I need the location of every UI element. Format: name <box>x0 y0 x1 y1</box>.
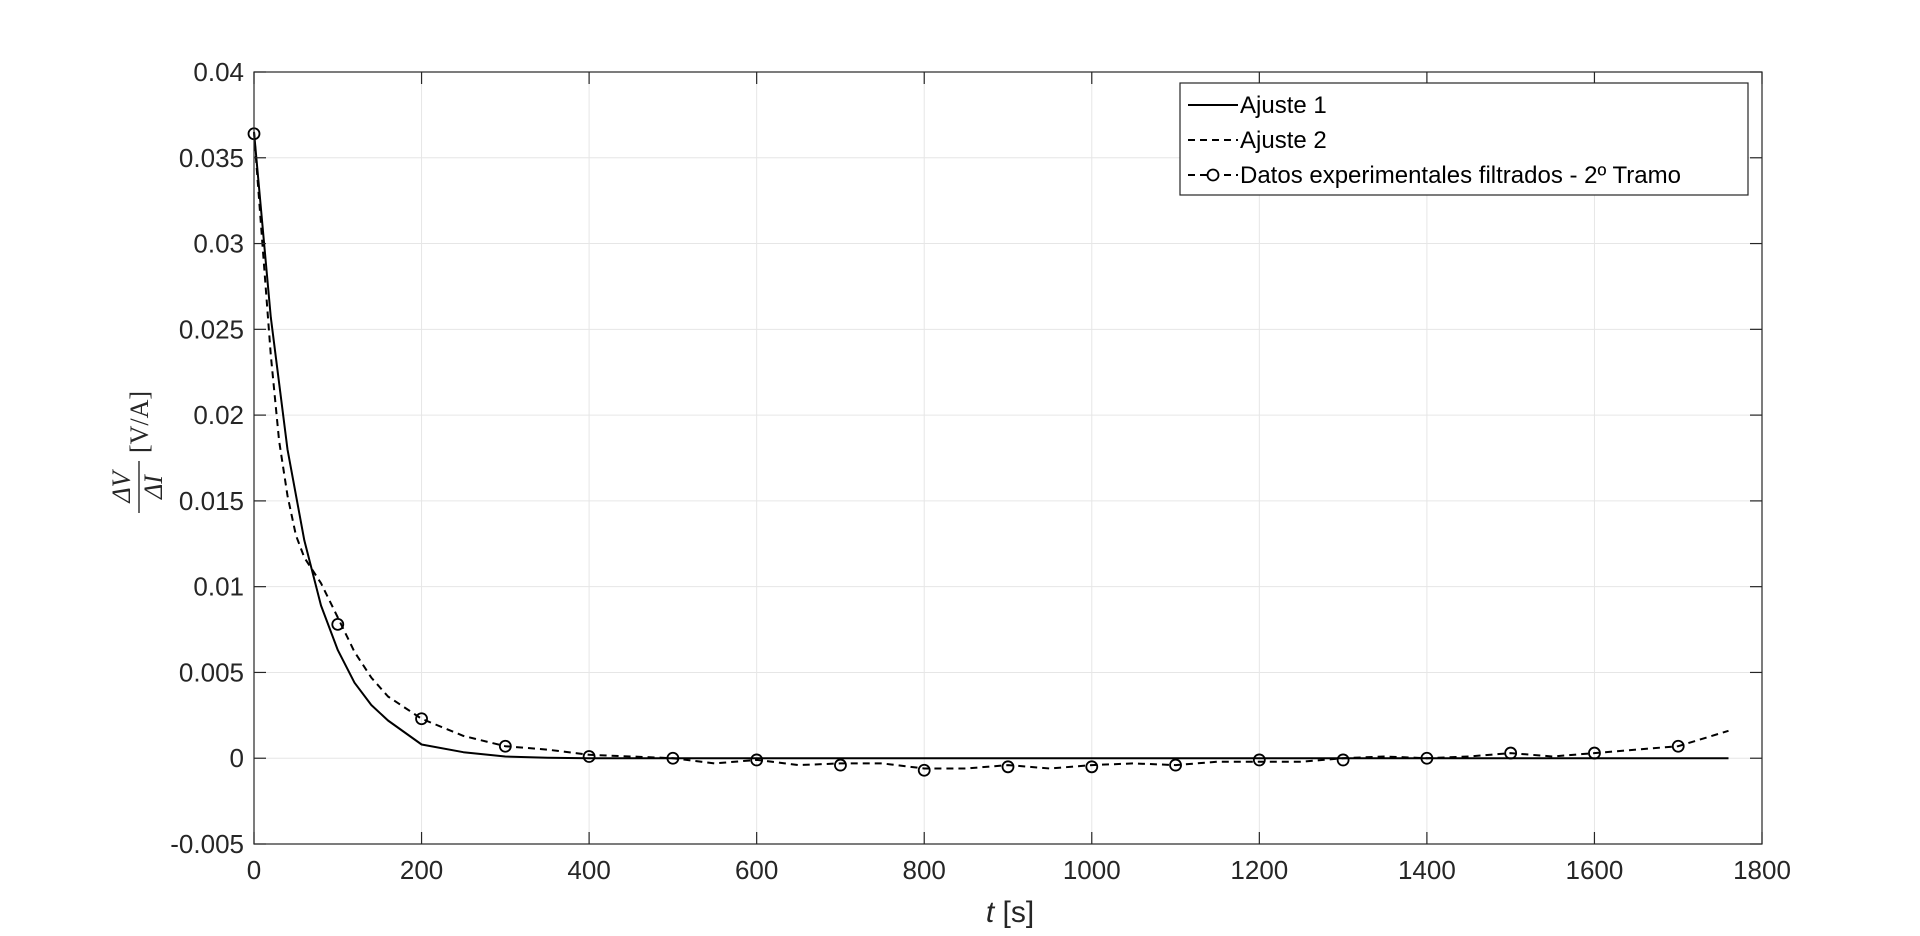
y-tick-label: 0.04 <box>193 57 244 87</box>
y-tick-label: 0.03 <box>193 229 244 259</box>
legend-entry-datos-experimentales: Datos experimentales filtrados - 2º Tram… <box>1188 162 1681 189</box>
data-point-marker <box>1085 760 1099 774</box>
y-tick-label: 0.025 <box>179 314 244 344</box>
axes-box <box>253 71 1763 845</box>
y-axis-label-unit: [V/A] <box>125 391 154 453</box>
legend-circle-marker <box>1206 168 1220 182</box>
y-tick-label: 0.01 <box>193 572 244 602</box>
y-axis-label-numerator: ΔV <box>107 468 136 503</box>
x-tick-label: 200 <box>400 855 443 885</box>
data-point-marker <box>1504 746 1518 760</box>
legend-box <box>1179 82 1749 196</box>
data-point-marker <box>1671 739 1685 753</box>
y-tick-label: -0.005 <box>170 829 244 859</box>
x-tick-label: 800 <box>903 855 946 885</box>
x-tick-label: 1400 <box>1398 855 1456 885</box>
x-tick-label: 600 <box>735 855 778 885</box>
legend-label-ajuste-2: Ajuste 2 <box>1240 127 1327 154</box>
legend-entry-ajuste-1: Ajuste 1 <box>1188 92 1327 119</box>
x-tick-label: 1600 <box>1566 855 1624 885</box>
data-point-marker <box>1252 753 1266 767</box>
x-tick-labels: 0 200 400 600 800 1000 1200 1400 1600 1800 <box>247 855 1791 885</box>
data-point-marker <box>1001 760 1015 774</box>
plot-area <box>254 72 1762 844</box>
legend-entry-ajuste-2: Ajuste 2 <box>1188 127 1327 154</box>
data-point-marker <box>1588 746 1601 760</box>
legend-label-datos-experimentales: Datos experimentales filtrados - 2º Tram… <box>1240 162 1681 189</box>
data-point-marker <box>331 618 345 631</box>
series-line-1 <box>253 131 1729 770</box>
data-point-marker <box>1169 758 1182 772</box>
y-tick-label: 0 <box>230 743 244 773</box>
series-layer <box>247 127 1729 777</box>
data-point-marker <box>582 750 596 763</box>
data-point-marker <box>666 751 680 765</box>
data-point-marker <box>834 758 847 772</box>
y-tick-label: 0.015 <box>179 486 244 516</box>
data-point-marker <box>917 763 931 777</box>
x-tick-label: 0 <box>247 855 261 885</box>
x-axis-label: t [s] <box>986 896 1034 929</box>
y-tick-labels: -0.005 0 0.005 0.01 0.015 0.02 0.025 0.03 0.035 0… <box>170 57 244 859</box>
tick-marks <box>253 71 1763 845</box>
data-point-marker <box>1336 753 1350 767</box>
y-tick-label: 0.02 <box>193 400 244 430</box>
data-point-marker <box>750 753 764 767</box>
y-tick-label: 0.005 <box>179 657 244 687</box>
data-point-marker <box>1420 751 1434 765</box>
data-point-marker <box>415 712 428 726</box>
legend-label-ajuste-1: Ajuste 1 <box>1240 92 1327 119</box>
data-point-marker <box>498 739 512 753</box>
series-line-0 <box>253 131 1729 760</box>
x-tick-label: 1000 <box>1063 855 1121 885</box>
y-axis-label-denominator: ΔI <box>139 474 168 500</box>
x-tick-label: 400 <box>567 855 610 885</box>
legend: Ajuste 1 Ajuste 2 Datos experimentales f… <box>1179 82 1749 196</box>
x-tick-label: 1200 <box>1230 855 1288 885</box>
y-tick-label: 0.035 <box>179 143 244 173</box>
x-tick-label: 1800 <box>1733 855 1791 885</box>
y-axis-label: ΔV ΔI [V/A] <box>107 391 168 513</box>
